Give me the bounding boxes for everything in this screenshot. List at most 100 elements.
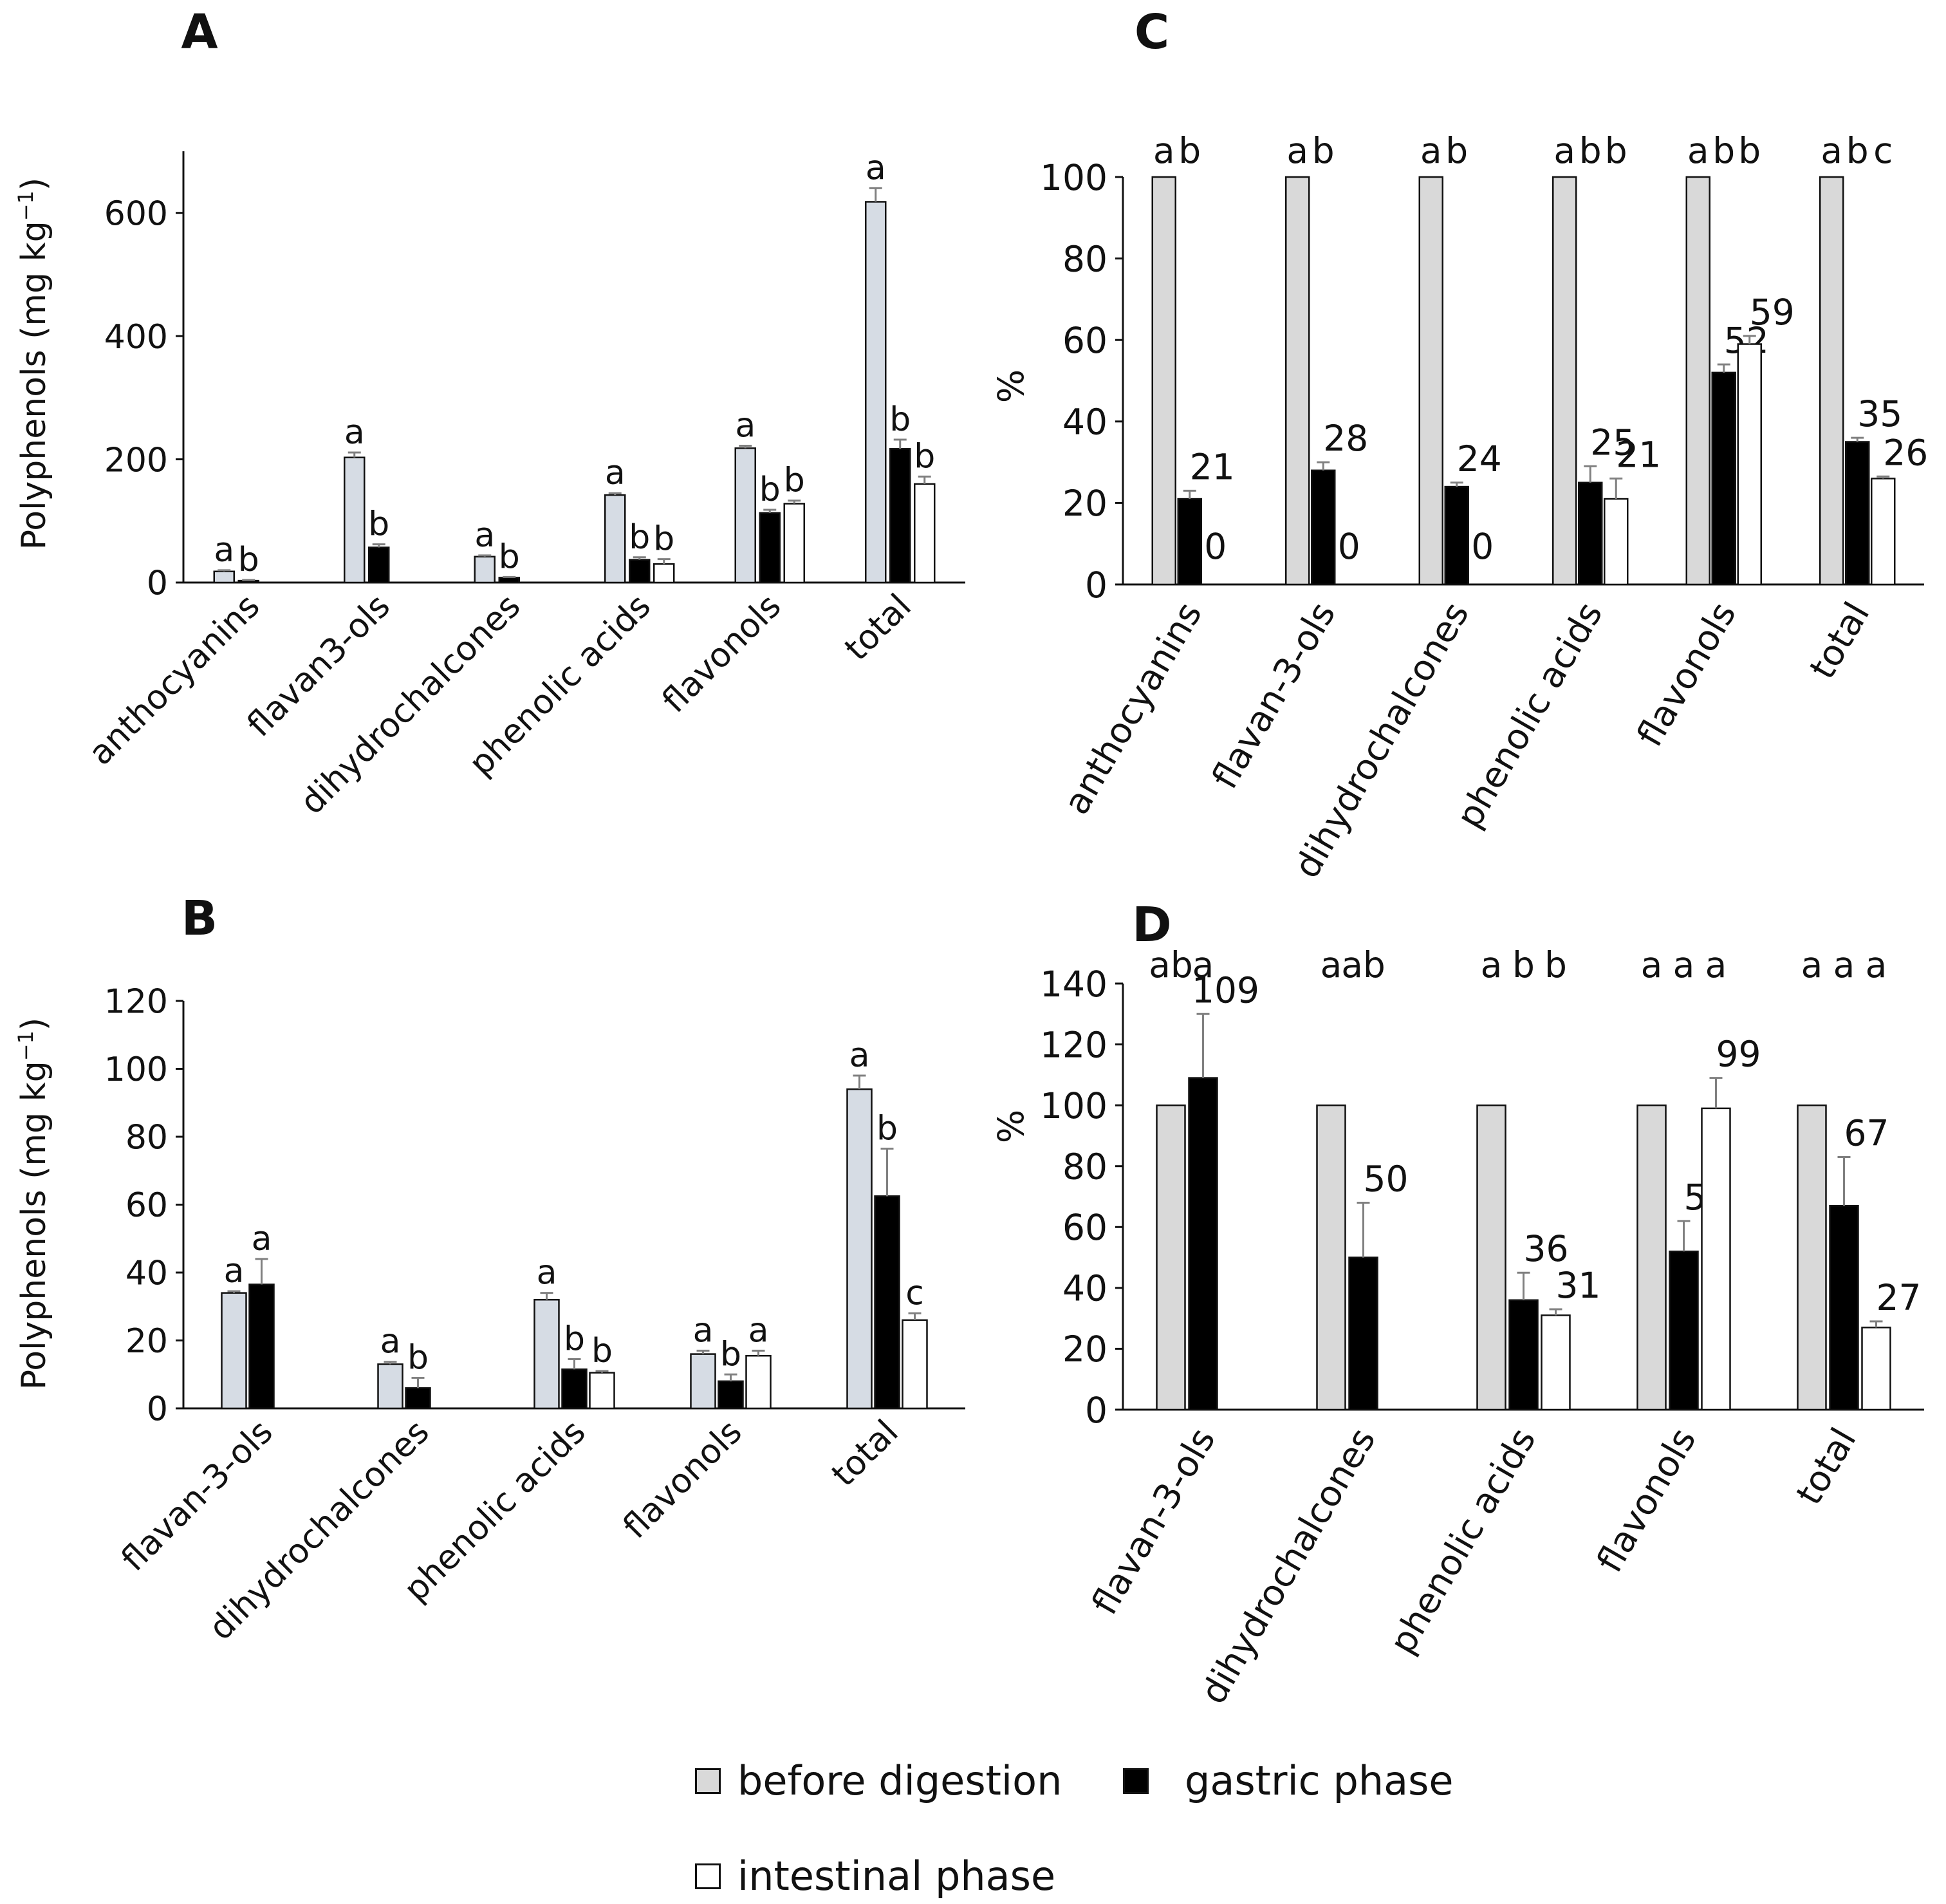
bar-C-before [1819,176,1844,586]
significance-letter-B: a [693,1311,714,1350]
significance-letter-B: a [252,1220,272,1258]
value-label-C: 25 [1590,422,1635,463]
significance-letter-D: b [1544,944,1567,985]
bar-A-before [213,570,235,584]
bar-C-gastric [1177,498,1202,586]
category-label-C: flavan-3-ols [1204,595,1344,796]
significance-letter-B: c [905,1274,924,1312]
category-label-A: total [837,587,919,669]
bar-A-before [344,456,366,584]
y-axis-title-B: Polyphenols (mg kg−1) [14,1018,53,1390]
bar-B-before [377,1363,403,1410]
y-axis-title-sup: −1 [14,1031,38,1061]
y-tick-label-D: 40 [1062,1268,1107,1309]
y-axis-title-C: % [990,369,1032,403]
significance-letter-B: a [224,1252,245,1291]
bar-A-gastric [498,577,520,584]
panel-label-C: C [1135,5,1169,60]
category-label-D: dihydrochalcones [1192,1421,1384,1711]
significance-letter-A: a [344,413,365,452]
significance-letter-A: b [653,520,674,559]
significance-letter-B: a [748,1311,769,1350]
bar-C-gastric [1311,469,1336,586]
y-tick-label-C: 0 [1085,565,1107,606]
bar-C-gastric [1711,371,1736,586]
bar-D-gastric [1348,1256,1378,1411]
value-label-C: 26 [1883,432,1928,473]
y-tick-label-A: 600 [104,194,168,233]
y-tick-label-C: 40 [1062,402,1107,443]
y-tick-label-D: 100 [1040,1085,1107,1126]
category-label-B: flavan-3-ols [114,1413,280,1579]
bar-A-before [865,201,887,584]
value-label-C: 0 [1338,526,1360,567]
significance-letter-C: b [1445,130,1468,171]
category-label-D: flavonols [1589,1421,1704,1580]
y-axis-title-close: ) [15,1018,53,1031]
bar-C-intestinal [1871,478,1896,586]
significance-letter-C: b [1579,130,1602,171]
y-tick-label-A: 0 [147,565,168,603]
bar-B-gastric [405,1387,431,1410]
bar-D-before [1476,1104,1506,1411]
bar-C-intestinal [1604,498,1629,586]
bar-A-gastric [889,448,911,584]
bar-B-before [533,1298,560,1410]
significance-letter-D: a [1833,944,1855,985]
significance-letter-B: b [720,1335,741,1374]
panel-label-A: A [181,5,218,60]
bar-D-before [1636,1104,1667,1411]
category-label-D: total [1788,1421,1864,1512]
y-tick-label-B: 40 [125,1255,168,1293]
y-tick-label-B: 60 [125,1186,168,1225]
y-tick-label-C: 80 [1062,238,1107,279]
bar-C-before [1151,176,1176,586]
value-label-C: 59 [1750,292,1795,333]
significance-letter-A: b [914,437,935,476]
bar-A-intestinal [653,563,675,584]
significance-letter-C: a [1420,130,1442,171]
bar-B-intestinal [902,1319,928,1410]
significance-letter-C: b [1738,130,1761,171]
y-axis-title-sup: −1 [14,191,38,221]
significance-letter-D: a [1705,944,1727,985]
significance-letter-A: a [605,454,626,492]
significance-letter-D: b [1512,944,1535,985]
bar-A-gastric [368,546,390,584]
value-label-C: 24 [1457,438,1502,480]
significance-letter-C: b [1312,130,1335,171]
value-label-D: 27 [1876,1277,1922,1318]
bar-C-before [1685,176,1710,586]
y-axis-title-close: ) [15,178,53,191]
panel-label-D: D [1132,897,1171,953]
bar-A-before [474,555,496,584]
significance-letter-C: c [1873,130,1893,171]
significance-letter-C: b [1178,130,1201,171]
significance-letter-D: a [1866,944,1887,985]
bar-B-gastric [718,1380,744,1410]
y-tick-label-C: 60 [1062,320,1107,361]
value-label-C: 35 [1857,393,1902,434]
significance-letter-B: b [876,1109,898,1148]
y-tick-label-D: 0 [1085,1390,1107,1431]
significance-letter-D: ab [1149,944,1193,985]
y-tick-label-D: 80 [1062,1146,1107,1188]
value-label-D: 99 [1716,1034,1761,1075]
significance-letter-D: a [1801,944,1823,985]
y-tick-label-D: 20 [1062,1329,1107,1370]
significance-letter-D: a [1192,944,1214,985]
significance-letter-A: a [214,531,234,570]
bar-B-gastric [248,1283,275,1410]
significance-letter-A: a [474,516,495,555]
category-label-C: anthocyanins [1055,595,1210,821]
bar-C-gastric [1444,485,1469,586]
bar-C-gastric [1845,441,1870,586]
y-tick-label-A: 200 [104,441,168,480]
bar-D-gastric [1669,1250,1699,1411]
significance-letter-D: a [1641,944,1663,985]
bar-D-intestinal [1541,1314,1571,1411]
bar-B-before [690,1353,716,1410]
category-label-C: phenolic acids [1448,595,1610,835]
y-tick-label-C: 20 [1062,483,1107,524]
y-tick-label-B: 80 [125,1119,168,1157]
